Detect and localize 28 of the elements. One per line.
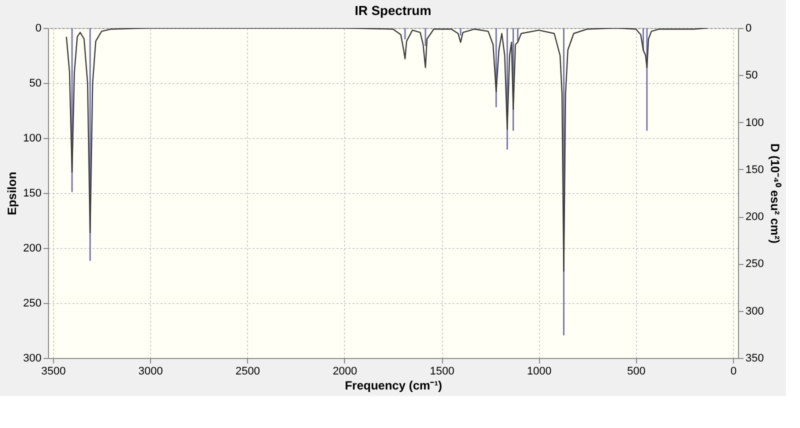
y2-axis-title: D (10⁻⁴⁰ esu² cm²) <box>768 144 782 244</box>
chart-title: IR Spectrum <box>354 3 432 18</box>
x-tick-label: 2500 <box>236 366 260 378</box>
y2-tick-label: 0 <box>746 22 752 34</box>
x-tick-label: 0 <box>730 366 737 378</box>
line-series <box>66 28 708 272</box>
y2-tick-label: 200 <box>746 211 764 224</box>
y-tick-label: 150 <box>23 188 42 200</box>
y-tick-label: 300 <box>23 352 42 364</box>
y2-tick-label: 50 <box>746 70 758 82</box>
y2-tick-label: 100 <box>746 116 764 129</box>
y2-tick-label: 300 <box>746 305 764 318</box>
x-tick-label: 2000 <box>332 366 358 378</box>
x-tick-label: 500 <box>627 366 646 378</box>
y2-tick-label: 150 <box>746 164 764 176</box>
y-tick-label: 100 <box>23 132 42 144</box>
y-tick-label: 0 <box>35 22 42 34</box>
y-tick-label: 50 <box>29 78 42 90</box>
x-tick-label: 1500 <box>430 366 454 378</box>
x-tick-label: 1000 <box>526 366 552 378</box>
y-tick-label: 200 <box>23 242 42 254</box>
y2-tick-label: 350 <box>746 352 764 364</box>
y2-tick-label: 250 <box>746 258 764 270</box>
y-tick-label: 250 <box>23 298 42 310</box>
y-axis-title: Epsilon <box>5 172 20 216</box>
x-axis-title: Frequency (cm⁻¹) <box>344 378 442 392</box>
x-tick-label: 3000 <box>138 366 163 378</box>
x-tick-label: 3500 <box>41 366 66 378</box>
